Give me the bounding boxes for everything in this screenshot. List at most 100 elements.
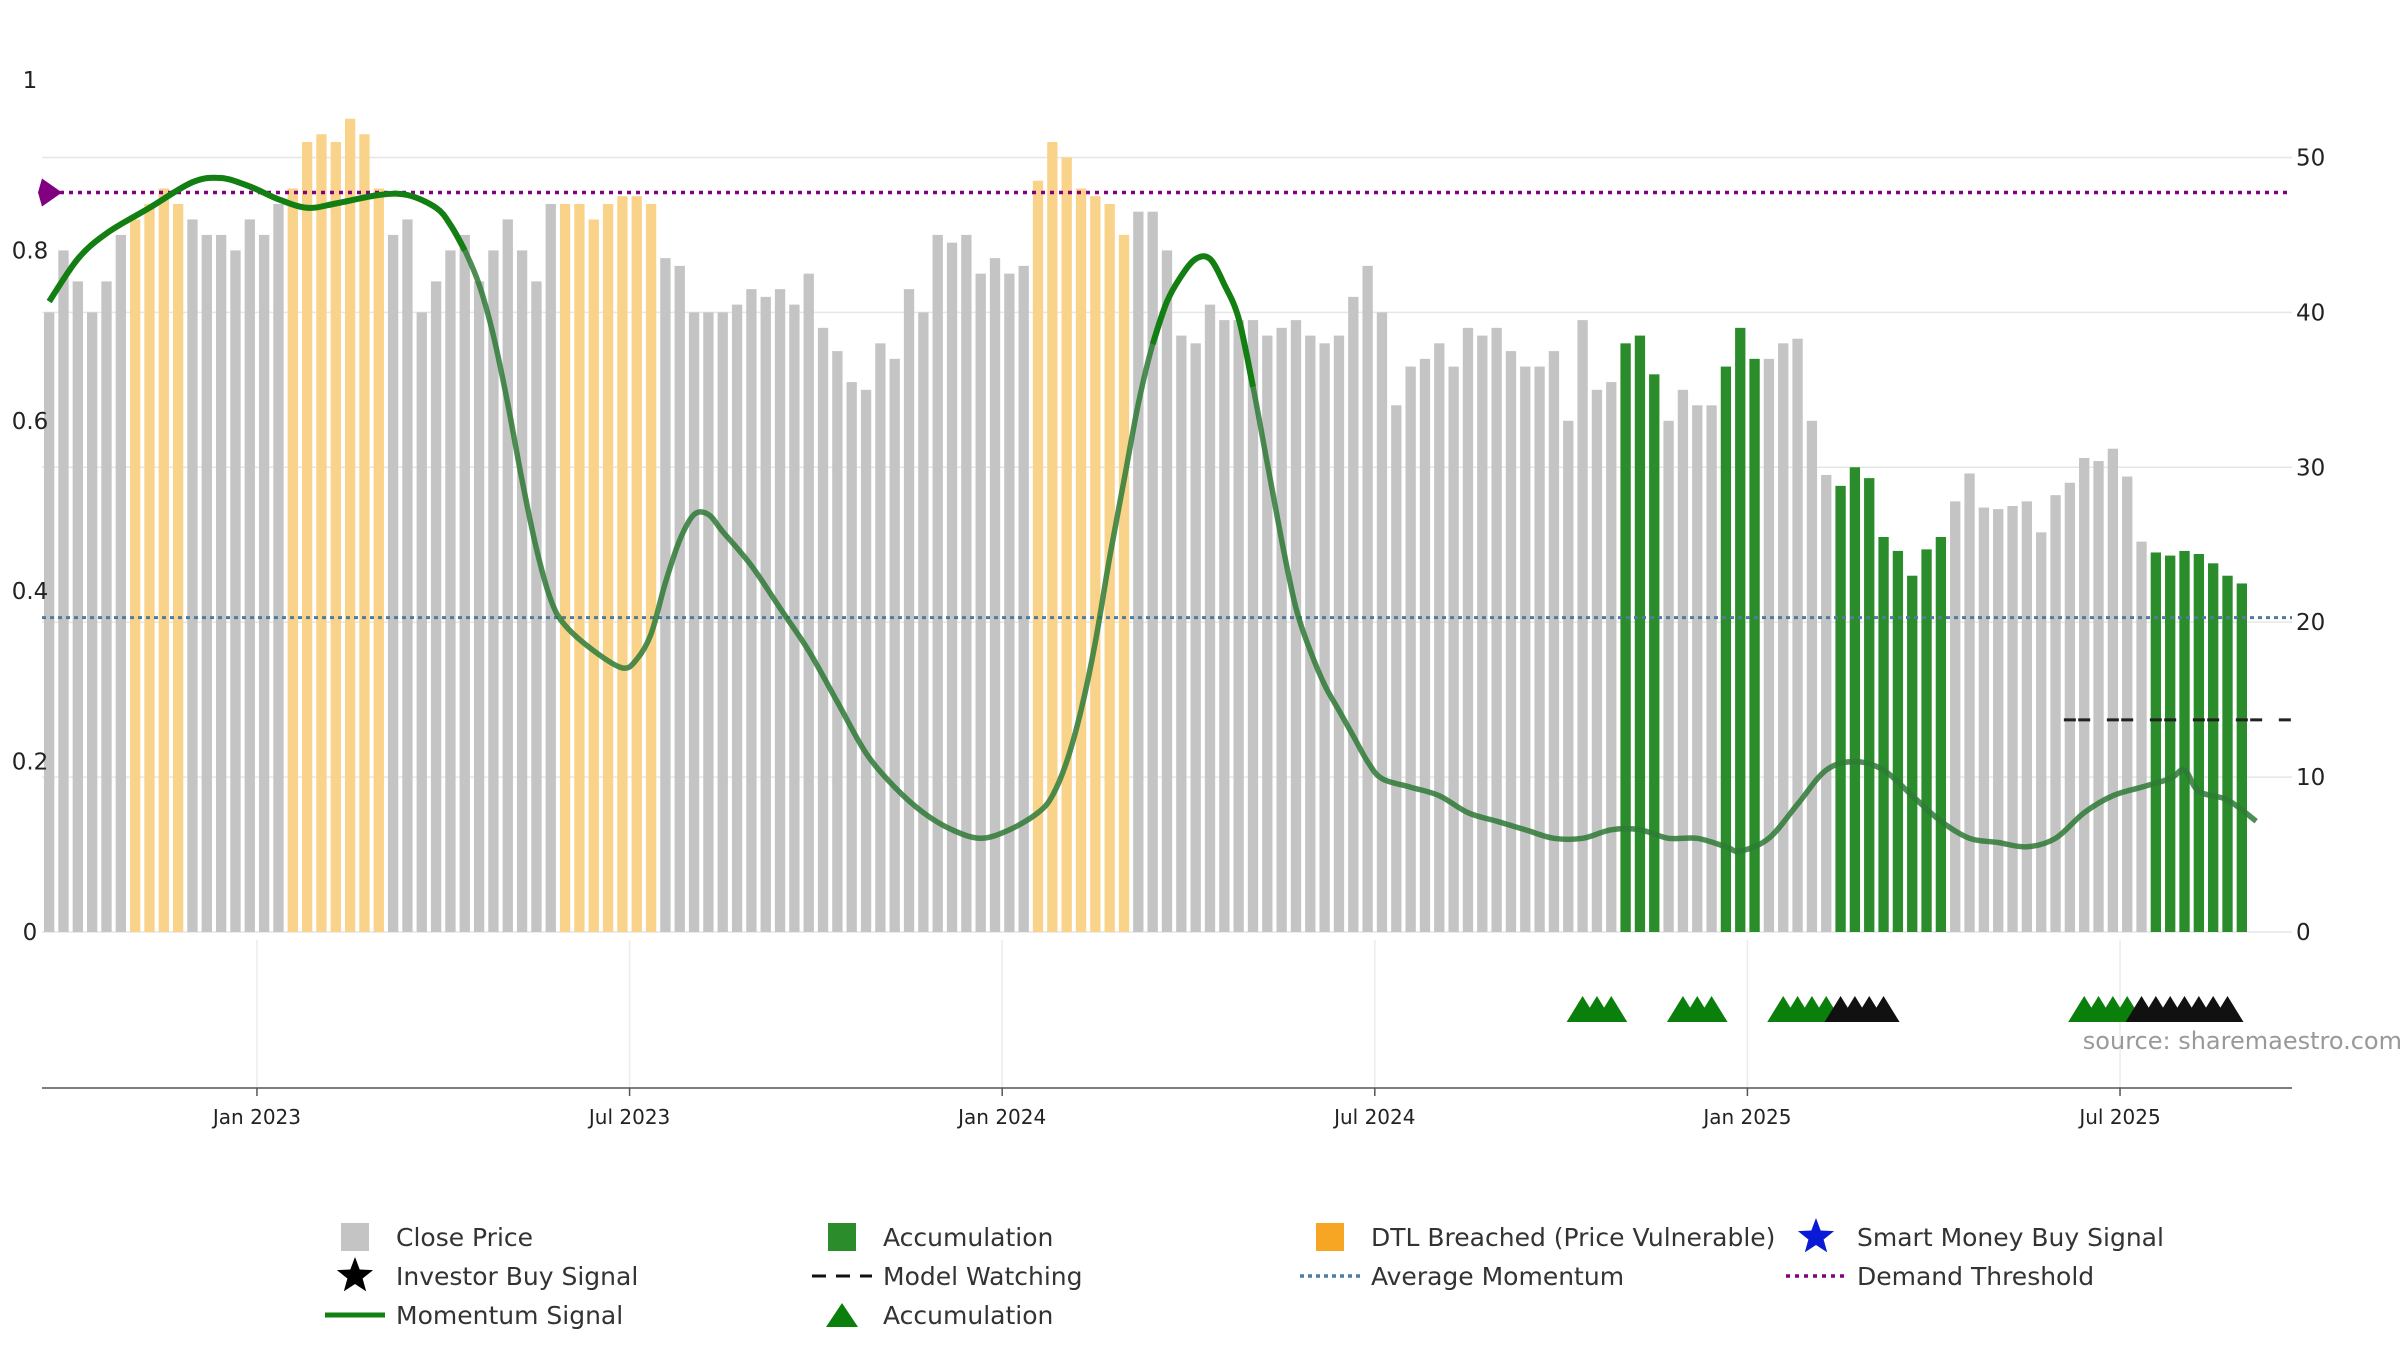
price-bar-gray <box>1950 501 1961 932</box>
legend-marker-black-star-icon <box>336 1257 374 1292</box>
price-bar-gray <box>1434 343 1445 932</box>
price-bar-gray <box>2064 482 2076 932</box>
price-bar-orange <box>359 134 370 932</box>
investor-buy-triangle <box>2211 996 2244 1022</box>
price-bar-gray <box>688 312 700 932</box>
price-bar-gray <box>674 265 685 933</box>
price-bar-gray <box>1004 273 1015 932</box>
legend-label: Accumulation <box>883 1301 1053 1330</box>
price-bar-gray <box>402 219 413 932</box>
price-bar-gray <box>1477 335 1488 933</box>
price-bar-gray <box>1462 327 1474 932</box>
price-bar-green <box>2165 555 2176 932</box>
price-bar-green <box>2208 563 2219 932</box>
price-bar-gray <box>230 250 241 932</box>
price-bar-gray <box>1319 343 1330 932</box>
legend-item: Smart Money Buy Signal <box>1797 1218 2164 1253</box>
price-bar-gray <box>387 234 399 933</box>
price-bar-gray <box>1262 335 1273 933</box>
price-bar-gray <box>115 234 126 933</box>
price-bar-orange <box>1075 188 1087 932</box>
price-bar-gray <box>1706 405 1717 932</box>
price-bar-gray <box>703 312 714 932</box>
left-tick-label: 0.2 <box>12 750 49 776</box>
price-bar-gray <box>1591 389 1603 932</box>
price-bar-gray <box>1964 473 1975 932</box>
price-bar-gray <box>1534 366 1545 933</box>
legend-item: DTL Breached (Price Vulnerable) <box>1316 1223 1775 1252</box>
price-bar-gray <box>1147 211 1158 932</box>
right-tick-label: 10 <box>2296 765 2325 791</box>
price-bar-orange <box>287 188 298 932</box>
price-bar-green <box>1878 536 1889 932</box>
legend-marker-green-square <box>828 1223 856 1251</box>
legend-label: Accumulation <box>883 1223 1053 1252</box>
price-bar-gray <box>918 312 929 932</box>
price-bar-green <box>1835 485 1846 932</box>
x-tick-label: Jul 2025 <box>2077 1105 2160 1129</box>
price-bar-gray <box>2021 501 2033 932</box>
price-bar-gray <box>1376 312 1388 932</box>
price-bar-gray <box>946 242 958 932</box>
price-bar-gray <box>1305 335 1316 933</box>
legend-item: Close Price <box>341 1223 533 1252</box>
price-bar-gray <box>1333 335 1345 933</box>
price-bar-orange <box>1061 157 1072 933</box>
legend-label: Momentum Signal <box>396 1301 623 1330</box>
legend-label: Investor Buy Signal <box>396 1262 638 1291</box>
legend-marker-green-triangle <box>826 1303 858 1327</box>
price-bar-gray <box>1577 320 1588 932</box>
price-bar-gray <box>1806 420 1818 932</box>
legend-label: Smart Money Buy Signal <box>1857 1223 2164 1252</box>
price-bar-orange <box>574 203 585 933</box>
legend-item: Accumulation <box>828 1223 1053 1252</box>
price-bar-gray <box>2093 461 2104 932</box>
price-bar-gray <box>1548 351 1560 932</box>
momentum-signal-line <box>46 174 2258 855</box>
price-bar-gray <box>1663 420 1674 932</box>
price-bar-gray <box>889 358 900 932</box>
price-bar-gray <box>875 343 886 932</box>
price-bar-gray <box>1993 509 2004 932</box>
price-bar-gray <box>1419 358 1431 932</box>
price-bar-green <box>1749 358 1760 932</box>
price-bar-gray <box>1692 405 1703 932</box>
price-bar-orange <box>1118 234 1130 933</box>
legend-marker-gray-square <box>341 1223 369 1251</box>
legend-marker-orange-square <box>1316 1223 1344 1251</box>
price-bar-gray <box>746 289 757 932</box>
price-bar-gray <box>2050 495 2061 932</box>
price-bar-gray <box>717 312 728 932</box>
left-tick-label: 0.8 <box>12 238 49 264</box>
legend-item: Average Momentum <box>1300 1262 1624 1291</box>
price-bar-gray <box>1219 320 1230 932</box>
price-bar-gray <box>459 234 470 933</box>
price-bar-orange <box>316 134 327 932</box>
left-tick-label: 0 <box>23 920 38 946</box>
x-tick-label: Jan 2024 <box>956 1105 1046 1129</box>
price-bar-green <box>1634 335 1646 933</box>
price-bar-gray <box>516 250 528 932</box>
price-bar-green <box>2179 550 2190 932</box>
price-bar-gray <box>975 273 986 932</box>
price-bar-gray <box>1563 420 1574 932</box>
price-bar-gray <box>932 234 943 933</box>
price-bar-gray <box>1133 211 1144 932</box>
price-bar-gray <box>1161 250 1173 932</box>
accumulation-triangle <box>1595 996 1628 1022</box>
price-bar-gray <box>72 281 83 932</box>
price-bar-gray <box>817 327 829 932</box>
price-bar-gray <box>989 258 1001 932</box>
momentum-signal-strong <box>1149 253 1256 388</box>
accumulation-triangle <box>1695 996 1728 1022</box>
price-bar-gray <box>1778 343 1789 932</box>
price-bar-gray <box>760 296 771 932</box>
price-bar-gray <box>416 312 427 932</box>
price-bar-gray <box>1190 343 1201 932</box>
price-bar-gray <box>731 304 743 933</box>
price-bar-orange <box>645 203 657 933</box>
price-bar-gray <box>244 219 255 932</box>
right-tick-label: 30 <box>2296 455 2325 481</box>
price-bar-gray <box>445 250 456 932</box>
